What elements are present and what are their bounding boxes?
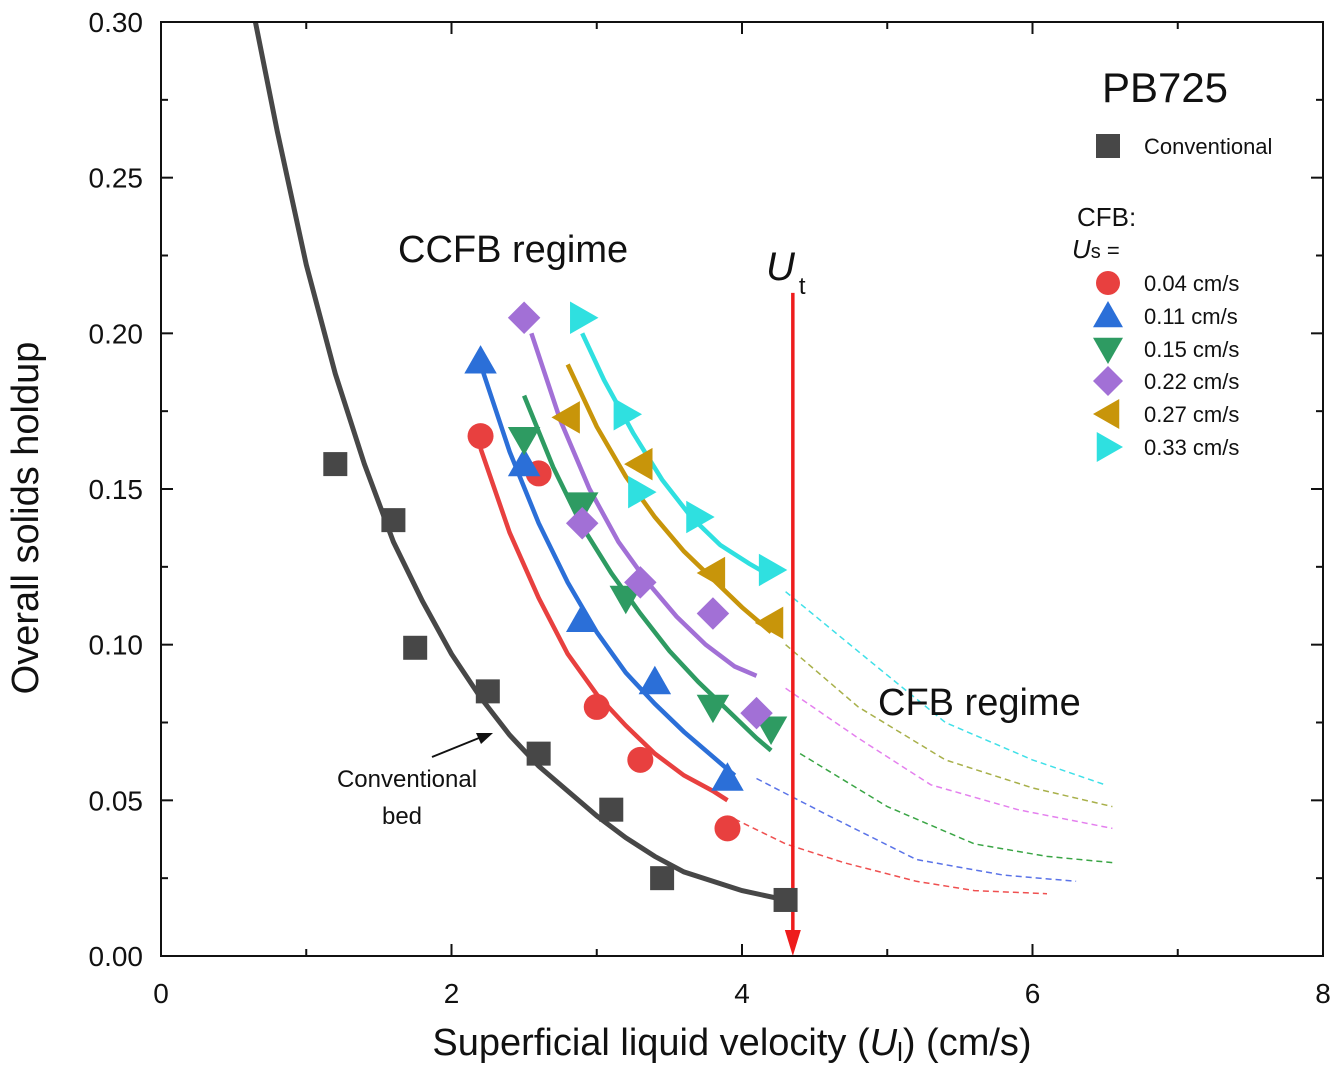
series-data-point xyxy=(613,398,643,431)
x-tick-label: 4 xyxy=(734,978,750,1009)
conventional-bed-label-line1: Conventional xyxy=(337,766,477,793)
series-data-point xyxy=(565,603,599,632)
legend-marker xyxy=(1093,337,1123,364)
series-data-point xyxy=(551,401,580,434)
series-data-point xyxy=(686,500,715,534)
conventional-data-point xyxy=(323,452,348,477)
series-data-point xyxy=(711,762,744,791)
legend-marker xyxy=(1096,432,1123,462)
conventional-data-point xyxy=(403,635,428,660)
series-data-point xyxy=(609,585,643,615)
series-data-point xyxy=(714,815,741,842)
series-data-point xyxy=(754,606,784,640)
series-data-point xyxy=(696,597,730,630)
extrapolation-line xyxy=(785,687,1113,830)
ut-arrow-head xyxy=(784,930,801,956)
series-data-point xyxy=(754,716,788,745)
y-tick-label: 0.05 xyxy=(89,785,144,816)
series-data-point xyxy=(758,553,788,587)
series-fit-line xyxy=(565,363,773,634)
plot-frame xyxy=(160,21,1324,957)
extrapolation-line xyxy=(785,591,1106,786)
series-data-point xyxy=(696,694,730,724)
legend-label: 0.11 cm/s xyxy=(1144,304,1238,329)
conventional-bed-label-line2: bed xyxy=(382,803,422,830)
y-tick-label: 0.10 xyxy=(89,630,144,661)
legend-label: 0.04 cm/s xyxy=(1144,271,1239,296)
y-tick-label: 0.00 xyxy=(89,941,144,972)
legend-label: 0.22 cm/s xyxy=(1144,369,1239,394)
series-data-point xyxy=(507,301,541,335)
axis-ticks xyxy=(160,21,1324,957)
legend-cfb-title: CFB: xyxy=(1077,202,1136,232)
extrapolation-line xyxy=(734,818,1048,895)
series-data-point xyxy=(570,301,599,335)
series-fit-line xyxy=(580,332,773,579)
conventional-data-point xyxy=(773,887,798,912)
conventional-data-point xyxy=(599,797,624,822)
x-tick-label: 6 xyxy=(1025,978,1041,1009)
series-data-point xyxy=(565,492,599,521)
series-data-point xyxy=(627,746,654,773)
series-fit-line xyxy=(478,363,737,778)
conventional-data-point xyxy=(475,679,500,704)
fit-curves xyxy=(252,21,1113,903)
series-fit-line xyxy=(478,447,729,803)
series-data-point xyxy=(467,423,494,450)
conventional-data-point xyxy=(650,866,675,891)
series-data-point xyxy=(628,475,657,509)
series-fit-line xyxy=(522,394,773,753)
y-axis-title: Overall solids holdup xyxy=(5,342,47,695)
legend-marker xyxy=(1093,366,1123,396)
x-tick-label: 2 xyxy=(444,978,460,1009)
conventional-data-point xyxy=(381,508,406,533)
conventional-bed-arrow xyxy=(431,733,493,758)
legend-marker xyxy=(1093,399,1120,429)
legend-label-conventional: Conventional xyxy=(1144,134,1272,159)
extrapolation-line xyxy=(799,752,1113,864)
series-data-point xyxy=(583,693,610,720)
y-tick-label: 0.25 xyxy=(89,163,144,194)
y-tick-label: 0.20 xyxy=(89,318,144,349)
legend: CFB: Us = Conventional 0.04 cm/s 0.11 cm/s… xyxy=(1072,134,1272,462)
legend-marker xyxy=(1093,301,1123,328)
y-tick-label: 0.15 xyxy=(89,474,144,505)
series-data-point xyxy=(624,566,657,599)
legend-us-label: Us = xyxy=(1072,234,1120,264)
conventional-fit-line xyxy=(252,21,787,903)
data-markers xyxy=(323,301,798,912)
cfb-regime-label: CFB regime xyxy=(878,682,1081,724)
series-data-point xyxy=(624,447,653,481)
conventional-data-point xyxy=(526,741,551,766)
extrapolation-line xyxy=(756,777,1077,883)
series-data-point xyxy=(507,447,541,477)
legend-label: 0.33 cm/s xyxy=(1144,435,1239,460)
x-tick-label: 8 xyxy=(1315,978,1331,1009)
series-data-point xyxy=(565,506,599,540)
series-data-point xyxy=(507,426,541,456)
legend-marker-conventional xyxy=(1096,134,1120,158)
extrapolation-line xyxy=(785,644,1113,808)
chart-title: PB725 xyxy=(1102,64,1228,111)
legend-label: 0.15 cm/s xyxy=(1144,337,1239,362)
x-axis-title: Superficial liquid velocity (Ul) (cm/s) xyxy=(432,1022,1031,1067)
y-tick-label: 0.30 xyxy=(89,7,144,38)
series-data-point xyxy=(638,665,672,695)
legend-label: 0.27 cm/s xyxy=(1144,402,1239,427)
x-tick-label: 0 xyxy=(153,978,169,1009)
series-data-point xyxy=(740,696,773,730)
tick-labels: 0 2 4 6 8 0.00 0.05 0.10 0.15 0.20 0.25 0.30 xyxy=(89,7,1331,1009)
ccfb-regime-label: CCFB regime xyxy=(398,229,628,271)
series-data-point xyxy=(464,345,497,374)
series-data-point xyxy=(696,556,726,590)
legend-marker xyxy=(1096,271,1120,295)
